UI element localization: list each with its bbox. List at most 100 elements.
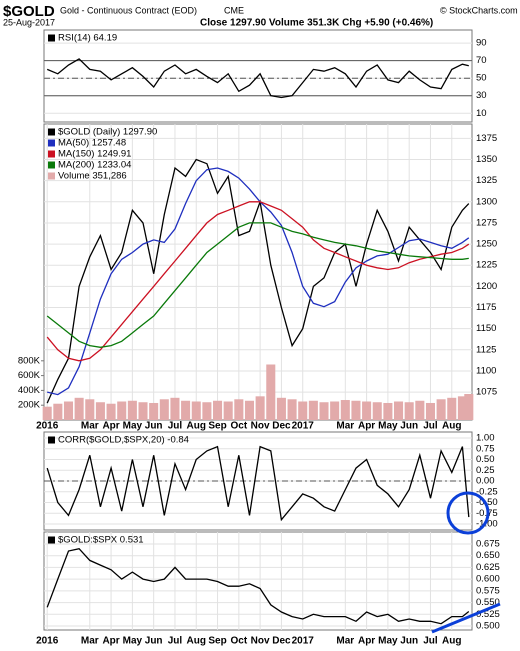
y2-tick-label: 800K xyxy=(18,355,41,366)
x-tick-label: Apr xyxy=(358,636,375,647)
volume-bar xyxy=(340,400,350,420)
x-tick-label: May xyxy=(378,636,398,647)
x-tick-label: Jun xyxy=(145,636,163,647)
panel-frame xyxy=(43,531,473,631)
volume-bar xyxy=(127,400,137,420)
legend-swatch xyxy=(48,128,55,136)
annotation-circle xyxy=(446,491,490,535)
x-tick-label: Apr xyxy=(102,421,119,432)
volume-bar xyxy=(255,396,265,420)
x-tick-label: Sep xyxy=(208,421,226,432)
legend-label: MA(50) 1257.48 xyxy=(58,138,126,149)
x-tick-label: Dec xyxy=(272,636,291,647)
date: 25-Aug-2017 xyxy=(3,17,55,27)
y2-tick-label: 600K xyxy=(18,370,41,381)
volume-bar xyxy=(106,403,116,420)
volume-bar xyxy=(351,400,361,420)
y-tick-label: 1200 xyxy=(476,281,497,292)
legend-label: MA(200) 1233.04 xyxy=(58,160,131,171)
y-tick-label: 50 xyxy=(476,73,487,84)
legend-swatch xyxy=(48,436,55,444)
legend-label: MA(150) 1249.91 xyxy=(58,149,131,160)
y-tick-label: 1375 xyxy=(476,133,497,144)
volume-bar xyxy=(223,401,233,420)
volume-bar xyxy=(53,403,63,420)
y-tick-label: 1225 xyxy=(476,260,497,271)
series-line xyxy=(46,58,469,99)
y-tick-label: 30 xyxy=(476,90,487,101)
x-tick-label: May xyxy=(123,421,143,432)
volume-bar xyxy=(394,401,404,420)
volume-bar xyxy=(202,402,212,420)
x-tick-label: 2017 xyxy=(292,421,315,432)
volume-bar xyxy=(95,402,105,420)
series-line xyxy=(46,222,469,348)
x-tick-label: Mar xyxy=(81,636,99,647)
volume-bar xyxy=(266,364,276,420)
volume-bar xyxy=(287,399,297,420)
y-tick-label: 0.525 xyxy=(476,609,500,620)
y-tick-label: 0.675 xyxy=(476,539,500,550)
y-tick-label: 0.00 xyxy=(476,476,495,487)
symbol: $GOLD xyxy=(3,3,55,20)
y-tick-label: 1125 xyxy=(476,344,496,355)
x-tick-label: Oct xyxy=(230,421,247,432)
volume-bar xyxy=(298,401,308,420)
x-tick-label: Jul xyxy=(168,636,183,647)
volume-bar xyxy=(234,399,244,420)
y-tick-label: 0.600 xyxy=(476,574,500,585)
volume-bar xyxy=(457,396,467,420)
x-tick-label: Nov xyxy=(251,636,270,647)
volume-bar xyxy=(362,401,372,420)
x-tick-label: Aug xyxy=(187,636,206,647)
x-tick-label: Nov xyxy=(251,421,270,432)
y-tick-label: -1.00 xyxy=(476,518,498,529)
volume-bar xyxy=(308,400,318,420)
y-tick-label: 1325 xyxy=(476,175,497,186)
x-tick-label: Jun xyxy=(400,636,418,647)
y-tick-label: 1175 xyxy=(476,302,496,313)
volume-bar xyxy=(372,402,382,420)
x-tick-label: 2016 xyxy=(36,421,59,432)
y2-tick-label: 200K xyxy=(18,400,41,411)
x-tick-label: Jul xyxy=(423,636,438,647)
volume-bar xyxy=(170,397,180,420)
legend-label: Volume 351,286 xyxy=(58,171,127,182)
y2-tick-label: 400K xyxy=(18,385,41,396)
legend-swatch xyxy=(48,34,55,42)
quote-stats: Close 1297.90 Volume 351.3K Chg +5.90 (+… xyxy=(200,18,433,29)
volume-bar xyxy=(244,400,255,420)
x-tick-label: Dec xyxy=(272,421,291,432)
x-tick-label: Apr xyxy=(102,636,119,647)
volume-bar xyxy=(415,400,425,420)
volume-bar xyxy=(85,399,95,420)
series-line xyxy=(46,201,470,362)
x-tick-label: 2017 xyxy=(292,636,315,647)
y-tick-label: -0.50 xyxy=(476,497,498,508)
y-tick-label: 0.550 xyxy=(476,597,500,608)
x-tick-label: Mar xyxy=(81,421,99,432)
volume-bar xyxy=(181,400,191,420)
y-tick-label: 1250 xyxy=(476,239,497,250)
x-tick-label: Mar xyxy=(336,636,354,647)
series-line xyxy=(46,158,470,404)
y-tick-label: 0.625 xyxy=(476,562,500,573)
x-tick-label: Aug xyxy=(442,636,461,647)
y-tick-label: 1075 xyxy=(476,387,497,398)
volume-bar xyxy=(404,402,414,420)
volume-bar xyxy=(117,401,127,420)
series-line xyxy=(46,547,470,625)
x-tick-label: Aug xyxy=(442,421,461,432)
series-line xyxy=(46,445,470,522)
volume-bar xyxy=(464,394,474,420)
y-tick-label: 90 xyxy=(476,38,487,49)
x-tick-label: Aug xyxy=(187,421,206,432)
y-tick-label: 0.575 xyxy=(476,585,500,596)
legend-swatch xyxy=(48,536,55,544)
y-tick-label: 1.00 xyxy=(476,433,495,444)
x-tick-label: Sep xyxy=(208,636,226,647)
y-tick-label: 1150 xyxy=(476,323,496,334)
y-tick-label: 0.500 xyxy=(476,621,500,632)
